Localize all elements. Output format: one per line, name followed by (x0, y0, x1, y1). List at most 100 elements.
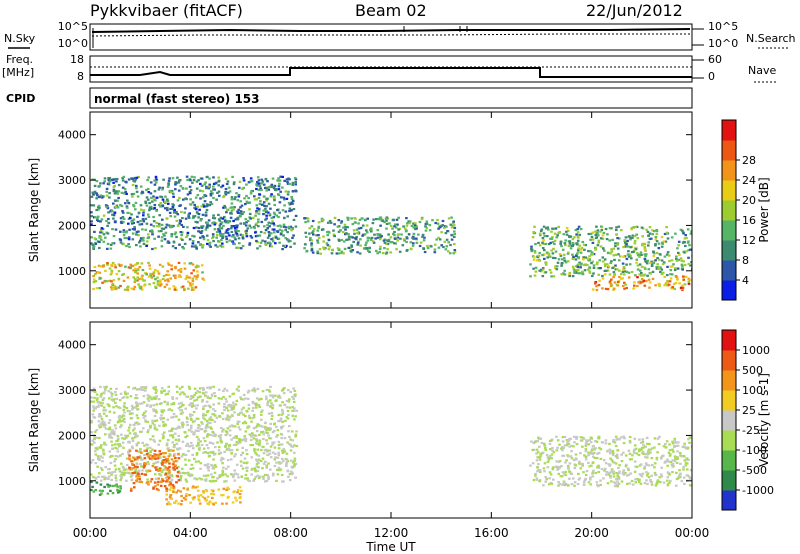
data-cell (141, 458, 144, 461)
data-cell (616, 243, 619, 246)
data-cell (160, 480, 163, 483)
data-cell (151, 456, 155, 460)
data-cell (585, 470, 589, 473)
data-cell (233, 425, 237, 428)
data-cell (212, 176, 215, 179)
data-cell (140, 451, 143, 454)
data-cell (622, 469, 626, 472)
data-cell (197, 429, 200, 432)
data-cell (155, 468, 158, 471)
data-cell (95, 481, 99, 484)
data-cell (127, 266, 131, 269)
data-cell (604, 287, 608, 290)
data-cell (230, 202, 234, 205)
data-cell (315, 234, 318, 237)
data-cell (591, 241, 595, 244)
data-cell (191, 395, 195, 398)
data-cell (350, 235, 353, 238)
data-cell (596, 452, 599, 455)
data-cell (641, 438, 645, 441)
data-cell (641, 440, 645, 443)
data-cell (428, 229, 432, 232)
data-cell (94, 450, 97, 453)
data-cell (609, 457, 612, 460)
data-cell (649, 448, 652, 451)
data-cell (192, 288, 196, 291)
data-cell (653, 471, 657, 475)
y-tick-label: 4000 (58, 339, 86, 352)
data-cell (148, 267, 152, 270)
data-cell (216, 441, 219, 444)
data-cell (101, 402, 104, 405)
data-cell (152, 275, 156, 278)
data-cell (584, 458, 588, 461)
data-cell (219, 437, 222, 440)
data-cell (106, 483, 109, 486)
data-cell (126, 409, 130, 413)
data-cell (579, 452, 582, 455)
data-cell (143, 279, 146, 282)
data-cell (293, 457, 297, 460)
data-cell (109, 273, 113, 276)
data-cell (440, 244, 443, 247)
data-cell (130, 213, 133, 216)
data-cell (207, 187, 211, 190)
data-cell (157, 272, 161, 275)
data-cell (263, 422, 267, 425)
data-cell (594, 233, 598, 236)
data-cell (257, 458, 261, 461)
data-cell (210, 473, 213, 476)
data-cell (275, 236, 278, 239)
data-cell (211, 496, 214, 499)
data-cell (139, 287, 142, 290)
data-cell (590, 449, 594, 452)
data-cell (253, 198, 257, 201)
data-cell (268, 185, 271, 189)
data-cell (106, 247, 109, 250)
data-cell (201, 400, 204, 403)
data-cell (236, 489, 240, 492)
data-cell (240, 204, 244, 207)
data-cell (554, 266, 557, 270)
data-cell (135, 230, 139, 234)
data-cell (139, 447, 142, 451)
data-cell (571, 275, 575, 278)
data-cell (676, 267, 680, 270)
data-cell (287, 240, 291, 243)
data-cell (200, 225, 203, 228)
data-cell (122, 469, 126, 472)
data-cell (566, 229, 570, 232)
data-cell (144, 419, 147, 422)
data-cell (589, 238, 592, 241)
data-cell (631, 234, 635, 237)
data-cell (614, 462, 618, 465)
data-cell (188, 212, 191, 215)
data-cell (110, 454, 113, 458)
data-cell (111, 484, 114, 487)
data-cell (273, 224, 276, 227)
data-cell (335, 252, 339, 255)
data-cell (108, 180, 112, 183)
data-cell (93, 430, 97, 433)
data-cell (610, 227, 613, 230)
data-cell (239, 212, 243, 215)
data-cell (114, 476, 118, 479)
data-cell (184, 494, 188, 498)
data-cell (245, 201, 249, 204)
data-cell (125, 436, 128, 439)
data-cell (356, 242, 360, 245)
data-cell (102, 182, 105, 185)
data-cell (116, 485, 119, 488)
data-cell (168, 189, 172, 193)
data-cell (93, 396, 96, 399)
data-cell (270, 232, 273, 235)
data-cell (682, 240, 685, 244)
data-cell (629, 236, 632, 239)
data-cell (616, 485, 619, 488)
data-cell (188, 387, 192, 390)
data-cell (117, 184, 121, 187)
data-cell (437, 227, 440, 230)
data-cell (592, 469, 595, 472)
colorbar-swatch (722, 260, 736, 281)
data-cell (606, 269, 610, 272)
